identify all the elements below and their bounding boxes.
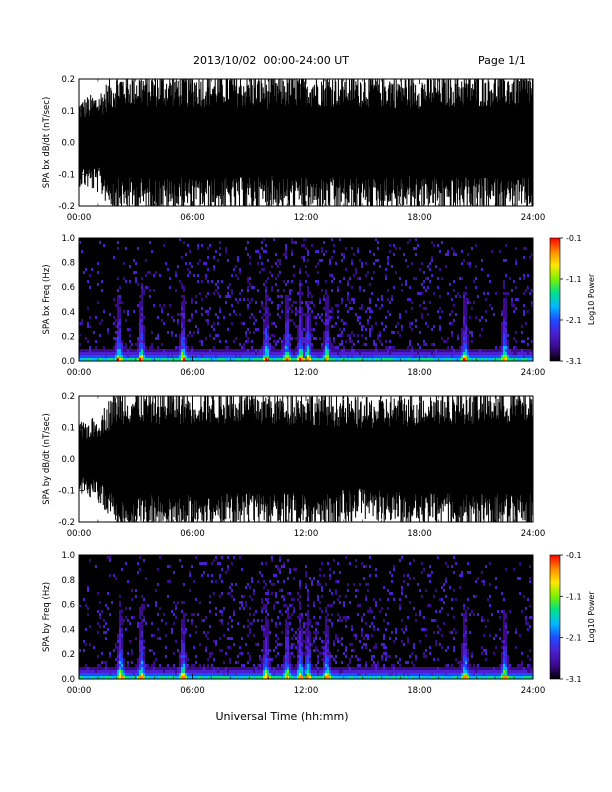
y-tick-label: 0.0: [61, 357, 75, 367]
colorbar-tick-label: -0.1: [566, 234, 582, 243]
x-tick-label: 06:00: [180, 529, 205, 539]
y-tick-label: 0.2: [61, 332, 75, 342]
db-dt-trace: [78, 78, 534, 207]
panel-4: -0.1 -1.1 -2.1 -3.1 Log10 Power 00:00 06:00 12:…: [42, 551, 596, 696]
x-tick-label: 24:00: [521, 368, 546, 378]
y-tick-label: 0.2: [61, 650, 75, 660]
x-tick-label: 00:00: [67, 368, 92, 378]
colorbar-tick-label: -0.1: [566, 551, 582, 560]
y-tick-label: 0.4: [61, 308, 75, 318]
x-tick-label: 06:00: [180, 213, 205, 223]
x-tick-label: 18:00: [407, 686, 432, 696]
x-tick-label: 18:00: [407, 368, 432, 378]
colorbar: [549, 237, 561, 362]
colorbar-tick-label: -1.1: [566, 592, 582, 601]
colorbar-tick-label: -3.1: [566, 675, 582, 684]
panel-2: -0.1 -1.1 -2.1 -3.1 Log10 Power 00:00 06:00 12:…: [42, 234, 596, 378]
x-tick-label: 18:00: [407, 529, 432, 539]
x-axis-label: Universal Time (hh:mm): [216, 710, 349, 723]
x-tick-label: 12:00: [294, 213, 319, 223]
plot-date-range: 2013/10/02 00:00-24:00 UT: [193, 54, 350, 67]
colorbar-tick-label: -1.1: [566, 275, 582, 284]
y-tick-label: -0.1: [58, 487, 75, 497]
y-tick-label: 0.0: [61, 455, 75, 465]
x-tick-label: 06:00: [180, 686, 205, 696]
x-tick-label: 00:00: [67, 686, 92, 696]
y-axis-label: SPA bx Freq (Hz): [42, 264, 52, 334]
y-axis-label: SPA by Freq (Hz): [42, 582, 52, 652]
colorbar-label: Log10 Power: [587, 273, 596, 325]
y-tick-label: 1.0: [61, 234, 75, 244]
x-tick-label: 06:00: [180, 368, 205, 378]
y-tick-label: 0.8: [61, 576, 75, 586]
y-axis-label: SPA by dB/dt (nT/sec): [42, 413, 52, 505]
y-tick-label: 0.6: [61, 601, 75, 611]
spectrogram: [79, 238, 533, 361]
x-tick-label: 18:00: [407, 213, 432, 223]
colorbar-label: Log10 Power: [587, 591, 596, 643]
x-tick-label: 12:00: [294, 686, 319, 696]
colorbar-tick-label: -2.1: [566, 316, 582, 325]
y-tick-label: -0.2: [58, 518, 75, 528]
y-axis-label: SPA bx dB/dt (nT/sec): [42, 97, 52, 189]
y-tick-label: 0.1: [61, 107, 75, 117]
y-tick-label: 0.0: [61, 139, 75, 149]
colorbar-tick-label: -2.1: [566, 634, 582, 643]
db-dt-trace: [78, 395, 534, 523]
x-tick-label: 12:00: [294, 529, 319, 539]
y-tick-label: -0.2: [58, 202, 75, 212]
y-tick-label: 0.6: [61, 283, 75, 293]
x-tick-label: 24:00: [521, 529, 546, 539]
y-tick-label: 0.0: [61, 675, 75, 685]
x-tick-label: 00:00: [67, 529, 92, 539]
y-tick-label: 0.2: [61, 392, 75, 402]
y-tick-label: 0.1: [61, 424, 75, 434]
colorbar-tick-label: -3.1: [566, 357, 582, 366]
x-tick-label: 24:00: [521, 213, 546, 223]
colorbar: [549, 554, 561, 680]
y-tick-label: 0.8: [61, 259, 75, 269]
panel-1: 00:00 06:00 12:00 18:00 24:00 -0.2 -0.1 0.0 0.1 0…: [42, 75, 545, 223]
y-tick-label: 1.0: [61, 551, 75, 561]
y-tick-label: 0.4: [61, 625, 75, 635]
y-tick-label: 0.2: [61, 75, 75, 85]
x-tick-label: 24:00: [521, 686, 546, 696]
y-tick-label: -0.1: [58, 170, 75, 180]
panel-3: 00:00 06:00 12:00 18:00 24:00 -0.2 -0.1 0.0 0.1 0…: [42, 392, 545, 539]
x-tick-label: 12:00: [294, 368, 319, 378]
page-number: Page 1/1: [478, 54, 526, 67]
x-tick-label: 00:00: [67, 213, 92, 223]
